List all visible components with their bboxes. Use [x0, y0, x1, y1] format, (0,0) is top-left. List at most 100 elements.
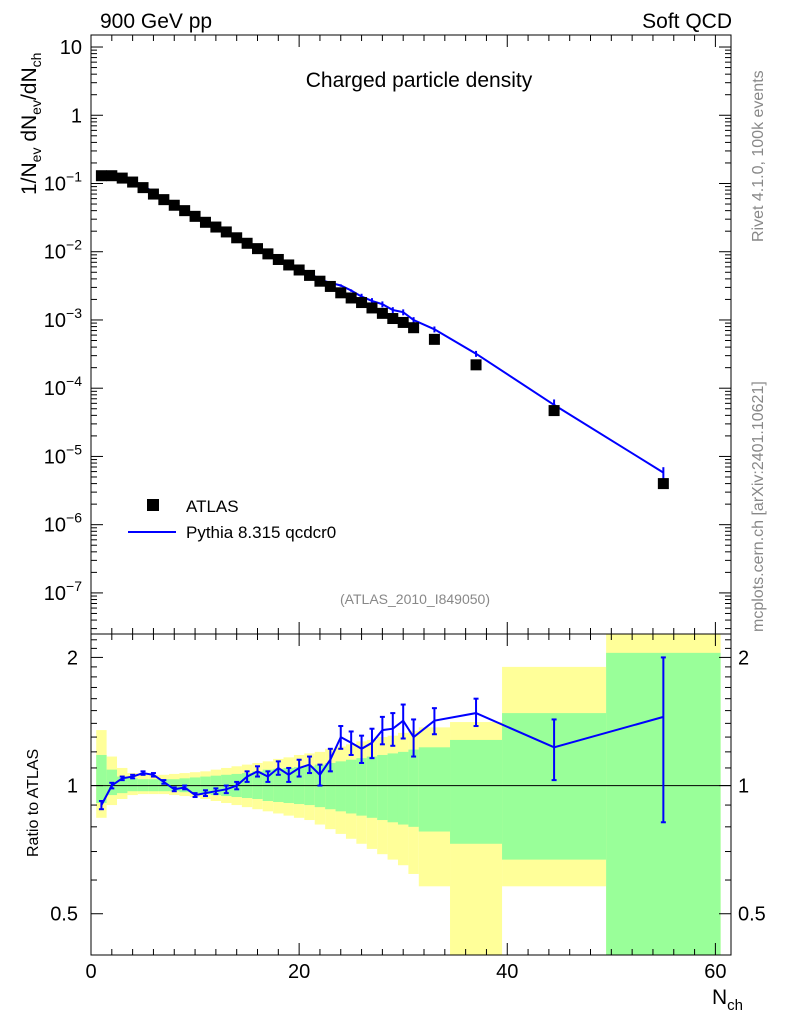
tick-exponent: −7 — [66, 578, 82, 594]
inner-band — [418, 747, 451, 832]
ratio-y-tick-label-right: 2 — [738, 647, 749, 669]
x-tick-label: 40 — [496, 961, 518, 983]
rivet-info: Rivet 4.1.0, 100k events — [750, 70, 767, 242]
tick-exponent: −5 — [66, 441, 82, 457]
atlas-point — [137, 182, 149, 194]
atlas-point — [168, 199, 180, 211]
atlas-point — [199, 216, 211, 228]
tick-base: 10 — [44, 242, 66, 264]
inner-band — [377, 754, 388, 821]
atlas-point — [366, 302, 378, 314]
atlas-point — [262, 248, 274, 260]
ratio-y-tick-label: 0.5 — [50, 904, 78, 926]
ratio-y-tick-label: 1 — [67, 776, 78, 798]
ratio-y-tick-label: 2 — [67, 647, 78, 669]
ylabel-sub: ev — [28, 100, 44, 115]
main-frame — [90, 34, 732, 635]
atlas-point — [241, 237, 253, 249]
tick-base: 10 — [60, 37, 82, 59]
tick-exponent: −6 — [66, 510, 82, 526]
atlas-point — [106, 170, 118, 182]
y-tick-label: 10 — [60, 37, 82, 59]
inner-band — [335, 761, 346, 812]
legend-atlas-label: ATLAS — [186, 497, 239, 516]
tick-base: 10 — [44, 378, 66, 400]
ylabel-part: dN — [18, 115, 41, 148]
ylabel-part: 1/N — [18, 162, 41, 195]
atlas-point — [397, 316, 409, 328]
atlas-point — [657, 478, 669, 490]
y-tick-label: 10−6 — [44, 510, 82, 537]
legend-pythia-label: Pythia 8.315 qcdcr0 — [186, 523, 336, 542]
ratio-tick-labels: 0.5 0.51 12 20 20 40 60 — [50, 647, 766, 983]
atlas-point — [147, 188, 159, 200]
atlas-point — [428, 333, 440, 345]
y-tick-label: 10−5 — [44, 441, 82, 468]
main-axis-ticks — [90, 35, 731, 634]
inner-band — [387, 753, 398, 823]
atlas-point — [345, 292, 357, 304]
xlabel-sub: ch — [727, 997, 743, 1014]
xlabel-main: N — [712, 986, 727, 1009]
ratio-y-tick-label-right: 1 — [738, 776, 749, 798]
atlas-point — [252, 243, 264, 255]
inner-band — [356, 758, 367, 816]
inner-band — [366, 756, 378, 818]
energy-label: 900 GeV pp — [100, 10, 212, 33]
ylabel-sub: ch — [28, 53, 44, 68]
inner-band — [96, 754, 107, 804]
atlas-point — [189, 210, 201, 222]
ratio-y-tick-label-right: 0.5 — [738, 904, 766, 926]
x-tick-label: 60 — [704, 961, 726, 983]
ylabel-sub: ev — [28, 148, 44, 163]
tick-exponent: −4 — [66, 373, 82, 389]
atlas-point — [335, 287, 347, 299]
atlas-point — [470, 359, 482, 371]
legend-atlas-marker — [147, 499, 159, 511]
tick-base: 10 — [44, 173, 66, 195]
atlas-point — [324, 280, 336, 292]
y-tick-label: 10−4 — [44, 373, 82, 400]
atlas-point — [95, 170, 107, 182]
atlas-point — [231, 232, 243, 244]
ratio-axis-ticks — [90, 634, 731, 956]
atlas-point — [293, 264, 305, 276]
atlas-point — [387, 313, 399, 325]
atlas-point — [179, 205, 191, 217]
main-y-axis-label: 1/Nev dNev/dNch — [18, 53, 44, 195]
x-axis-label: Nch — [712, 986, 743, 1014]
inner-band — [408, 749, 419, 827]
atlas-point — [116, 172, 128, 184]
legend: ATLAS Pythia 8.315 qcdcr0 — [128, 497, 336, 542]
tick-base: 10 — [44, 515, 66, 537]
inner-band — [127, 778, 138, 792]
tick-base: 1 — [71, 105, 82, 127]
x-tick-label: 20 — [288, 961, 310, 983]
y-tick-label: 10−7 — [44, 578, 82, 605]
tick-exponent: −1 — [66, 168, 82, 184]
inner-band — [117, 776, 128, 794]
tick-exponent: −3 — [66, 305, 82, 321]
atlas-point — [283, 259, 295, 271]
tick-base: 10 — [44, 310, 66, 332]
atlas-point — [314, 275, 326, 287]
inner-band — [325, 762, 336, 810]
atlas-point — [408, 322, 420, 334]
atlas-point — [356, 297, 368, 309]
tick-exponent: −2 — [66, 237, 82, 253]
atlas-point — [376, 307, 388, 319]
main-series-layer — [95, 170, 669, 490]
y-tick-label: 10−3 — [44, 305, 82, 332]
analysis-id: (ATLAS_2010_I849050) — [340, 591, 490, 607]
x-tick-label: 0 — [85, 961, 96, 983]
ratio-series-layer — [98, 656, 666, 824]
tick-base: 10 — [44, 446, 66, 468]
inner-band — [397, 751, 409, 825]
chart-title: Charged particle density — [306, 69, 533, 92]
atlas-point — [220, 226, 232, 238]
atlas-point — [158, 194, 170, 206]
ratio-y-axis-label: Ratio to ATLAS — [25, 749, 42, 857]
ylabel-part: /dN — [18, 67, 41, 100]
